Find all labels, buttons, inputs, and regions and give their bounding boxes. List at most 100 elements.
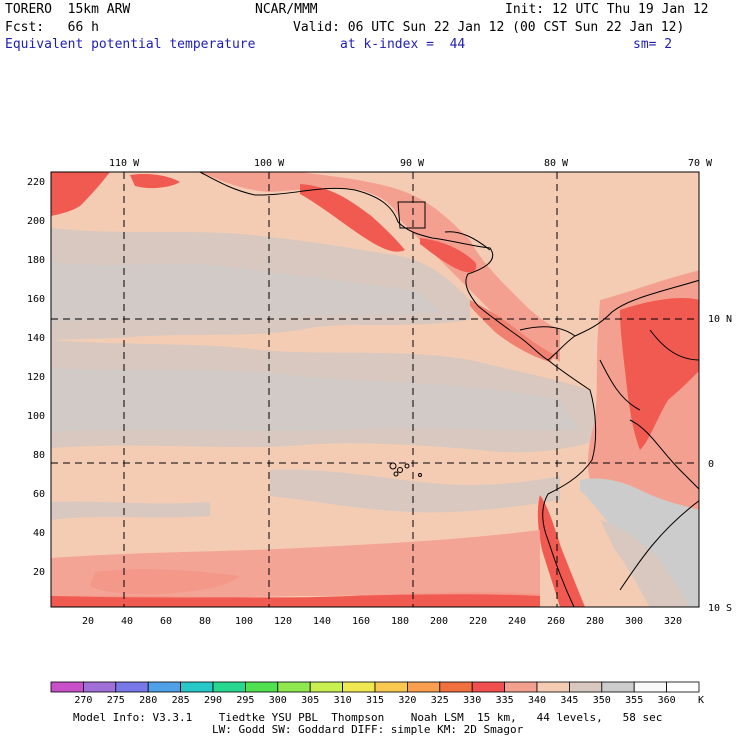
- level-label: at k-index = 44: [340, 37, 466, 52]
- footer-model-info: Model Info: V3.3.1 Tiedtke YSU PBL Thomp…: [73, 711, 663, 724]
- colorbar-label: 300: [269, 695, 287, 706]
- band-350-north: [51, 262, 440, 322]
- colorbar-label: 345: [560, 695, 578, 706]
- colorbar-swatch: [374, 681, 408, 693]
- init-time: Init: 12 UTC Thu 19 Jan 12: [505, 2, 709, 17]
- colorbar-swatch: [536, 681, 570, 693]
- colombia-330: [620, 298, 699, 450]
- honduras-330: [420, 238, 477, 273]
- theta-e-field: [51, 172, 699, 607]
- peru-coast-330: [537, 495, 585, 607]
- mexico-330: [300, 184, 405, 252]
- colorbar: 270 275 280 285 290 295 300 305 310 315 320 325 330 3…: [50, 681, 700, 706]
- nw-330: [51, 172, 110, 216]
- colorbar-label: 310: [334, 695, 352, 706]
- colorbar-swatch: [569, 681, 603, 693]
- y-tick: 120: [27, 372, 45, 383]
- band-350-central: [51, 368, 580, 432]
- sa-345: [600, 520, 690, 607]
- lon-label-100w: 100 W: [254, 158, 285, 169]
- x-tick: 260: [547, 616, 565, 627]
- colorbar-label: 330: [463, 695, 481, 706]
- colorbar-swatch: [666, 681, 700, 693]
- x-tick: 80: [199, 616, 211, 627]
- x-tick: 280: [586, 616, 604, 627]
- lat-label-10s: 10 S: [708, 603, 732, 614]
- band-345-sw: [51, 501, 210, 520]
- lon-label-110w: 110 W: [109, 158, 140, 169]
- colorbar-unit: K: [698, 695, 704, 706]
- colorbar-label: 315: [366, 695, 384, 706]
- x-tick: 120: [274, 616, 292, 627]
- colorbar-swatch: [309, 681, 344, 693]
- x-tick: 100: [235, 616, 253, 627]
- south-335: [51, 530, 540, 598]
- colorbar-swatch: [115, 681, 149, 693]
- lat-lon-grid: [51, 172, 699, 607]
- colorbar-label: 335: [496, 695, 514, 706]
- y-tick: 60: [33, 489, 45, 500]
- y-tick: 140: [27, 333, 45, 344]
- colorbar-label: 270: [74, 695, 92, 706]
- colorbar-label: 305: [301, 695, 319, 706]
- y-tick: 80: [33, 450, 45, 461]
- y-tick: 100: [27, 411, 45, 422]
- colorbar-label: 320: [398, 695, 416, 706]
- colorbar-label: 360: [658, 695, 676, 706]
- x-tick: 220: [469, 616, 487, 627]
- field-name: Equivalent potential temperature: [5, 37, 256, 52]
- smoothing-label: sm= 2: [633, 37, 673, 52]
- lat-label-10n: 10 N: [708, 314, 732, 325]
- y-tick: 180: [27, 255, 45, 266]
- colorbar-swatch: [180, 681, 214, 693]
- colorbar-swatch: [50, 681, 84, 693]
- x-tick: 300: [625, 616, 643, 627]
- y-tick: 220: [27, 177, 45, 188]
- south-330: [51, 592, 540, 607]
- x-tick: 320: [664, 616, 682, 627]
- x-axis: 20 40 60 80 100 120 140 160 180 200 220 …: [82, 616, 682, 627]
- colorbar-label: 295: [236, 695, 254, 706]
- y-tick: 200: [27, 216, 45, 227]
- colorbar-swatch: [471, 681, 506, 693]
- y-tick: 160: [27, 294, 45, 305]
- footer-physics-info: LW: Godd SW: Goddard DIFF: simple KM: 2D…: [212, 723, 524, 736]
- colorbar-label: 285: [172, 695, 190, 706]
- colorbar-label: 275: [107, 695, 125, 706]
- colorbar-swatch: [83, 681, 117, 693]
- x-tick: 60: [160, 616, 172, 627]
- colorbar-label: 350: [593, 695, 611, 706]
- colorbar-swatch: [244, 681, 279, 693]
- colorbar-label: 290: [204, 695, 222, 706]
- x-tick: 200: [430, 616, 448, 627]
- lon-label-90w: 90 W: [400, 158, 425, 169]
- y-tick: 20: [33, 567, 45, 578]
- y-tick: 40: [33, 528, 45, 539]
- colorbar-label: 340: [528, 695, 546, 706]
- model-title: TORERO 15km ARW: [5, 2, 131, 17]
- org-label: NCAR/MMM: [255, 2, 318, 17]
- colorbar-label: 280: [139, 695, 157, 706]
- x-tick: 140: [313, 616, 331, 627]
- x-tick: 240: [508, 616, 526, 627]
- x-tick: 40: [121, 616, 133, 627]
- forecast-hour: Fcst: 66 h: [5, 20, 99, 35]
- colorbar-swatch: [277, 681, 311, 693]
- colorbar-swatch: [439, 681, 473, 693]
- colorbar-label: 355: [625, 695, 643, 706]
- colorbar-swatch: [601, 681, 635, 693]
- x-tick: 160: [352, 616, 370, 627]
- colorbar-swatch: [406, 681, 441, 693]
- colorbar-swatch: [147, 681, 181, 693]
- map-frame: [50, 171, 700, 608]
- coastlines: [199, 172, 699, 607]
- lon-label-70w: 70 W: [688, 158, 713, 169]
- nw-330b: [130, 173, 180, 189]
- lat-label-0: 0: [708, 459, 714, 470]
- band-345-south: [270, 469, 560, 513]
- colorbar-swatch: [342, 681, 376, 693]
- x-tick: 180: [391, 616, 409, 627]
- y-axis: 220 200 180 160 140 120 100 80 60 40 20: [27, 177, 45, 578]
- colorbar-swatch: [633, 681, 668, 693]
